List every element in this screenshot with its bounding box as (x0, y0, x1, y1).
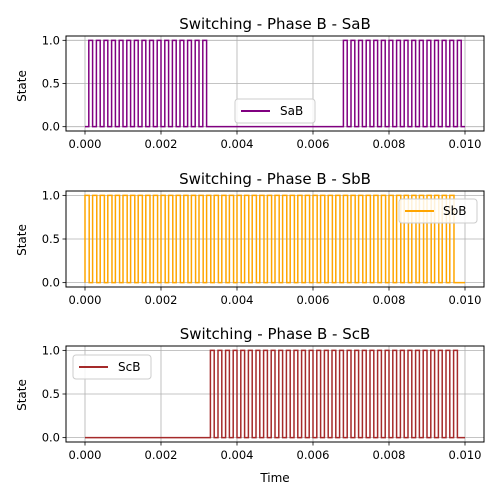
y-tick-label: 0.5 (42, 387, 60, 401)
legend-box (398, 198, 478, 224)
x-tick-label: 0.008 (373, 293, 406, 307)
y-tick-label: 0.5 (42, 77, 60, 91)
y-tick-label: 1.0 (42, 343, 60, 357)
y-axis-label: State (15, 379, 29, 411)
legend-label: SaB (280, 104, 303, 118)
x-tick-label: 0.004 (221, 293, 254, 307)
y-tick-label: 1.0 (42, 188, 60, 202)
axis-ticks: 0.000 0.002 0.004 0.006 0.008 0.010 0.0 0.5 1.0 (42, 188, 482, 307)
y-tick-label: 1.0 (42, 33, 60, 47)
subplot-saB: Switching - Phase B - SaB State 0.000 0.0… (15, 15, 485, 151)
legend: ScB (72, 354, 152, 380)
series-line-SaB (85, 39, 465, 128)
legend: SbB (398, 198, 478, 224)
y-axis-label: State (15, 70, 29, 102)
y-axis-label: State (15, 224, 29, 256)
x-tick-label: 0.000 (69, 448, 102, 462)
subplot-sbB: Switching - Phase B - SbB State 0.000 0.0… (15, 170, 485, 307)
x-tick-label: 0.010 (449, 448, 482, 462)
x-tick-label: 0.008 (373, 448, 406, 462)
y-tick-label: 0.0 (42, 120, 60, 134)
x-tick-label: 0.006 (297, 293, 330, 307)
x-tick-label: 0.004 (221, 448, 254, 462)
legend: SaB (234, 98, 316, 124)
subplot-scB: Switching - Phase B - ScB State Time 0.0… (15, 325, 485, 485)
x-tick-label: 0.000 (69, 137, 102, 151)
x-tick-label: 0.000 (69, 293, 102, 307)
axis-ticks: 0.000 0.002 0.004 0.006 0.008 0.010 0.0 0.5 1.0 (42, 33, 482, 151)
y-tick-label: 0.0 (42, 431, 60, 445)
x-tick-label: 0.004 (221, 137, 254, 151)
legend-label: SbB (443, 204, 466, 218)
x-tick-label: 0.006 (297, 448, 330, 462)
series-lines (85, 349, 465, 439)
x-tick-label: 0.010 (449, 293, 482, 307)
x-axis-label: Time (259, 471, 289, 485)
series-lines (85, 39, 465, 128)
legend-box (72, 354, 152, 380)
x-tick-label: 0.002 (145, 293, 178, 307)
legend-label: ScB (118, 360, 140, 374)
x-tick-label: 0.010 (449, 137, 482, 151)
legend-box (234, 98, 316, 124)
x-tick-label: 0.002 (145, 137, 178, 151)
x-tick-label: 0.008 (373, 137, 406, 151)
x-tick-label: 0.002 (145, 448, 178, 462)
series-lines (84, 194, 465, 284)
subplot-title: Switching - Phase B - ScB (180, 325, 371, 343)
subplot-title: Switching - Phase B - SbB (179, 170, 371, 188)
y-tick-label: 0.0 (42, 276, 60, 290)
x-tick-label: 0.006 (297, 137, 330, 151)
subplot-title: Switching - Phase B - SaB (179, 15, 371, 33)
axis-ticks: 0.000 0.002 0.004 0.006 0.008 0.010 0.0 0.5 1.0 (42, 343, 482, 462)
y-tick-label: 0.5 (42, 232, 60, 246)
series-line-SbB (84, 194, 465, 284)
series-line-ScB (85, 349, 465, 439)
